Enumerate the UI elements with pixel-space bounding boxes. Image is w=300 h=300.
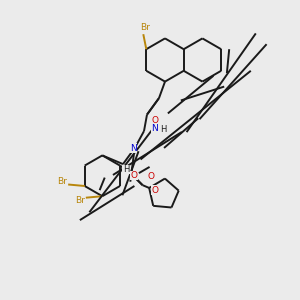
Text: Br: Br	[140, 23, 150, 32]
Text: N: N	[130, 144, 137, 153]
Text: H: H	[123, 165, 129, 174]
Text: O: O	[152, 116, 159, 125]
Text: H: H	[160, 125, 167, 134]
Text: Br: Br	[75, 196, 85, 205]
Text: Br: Br	[57, 177, 67, 186]
Text: N: N	[151, 124, 158, 133]
Text: O: O	[130, 171, 138, 180]
Text: O: O	[148, 172, 154, 181]
Text: O: O	[152, 186, 158, 195]
